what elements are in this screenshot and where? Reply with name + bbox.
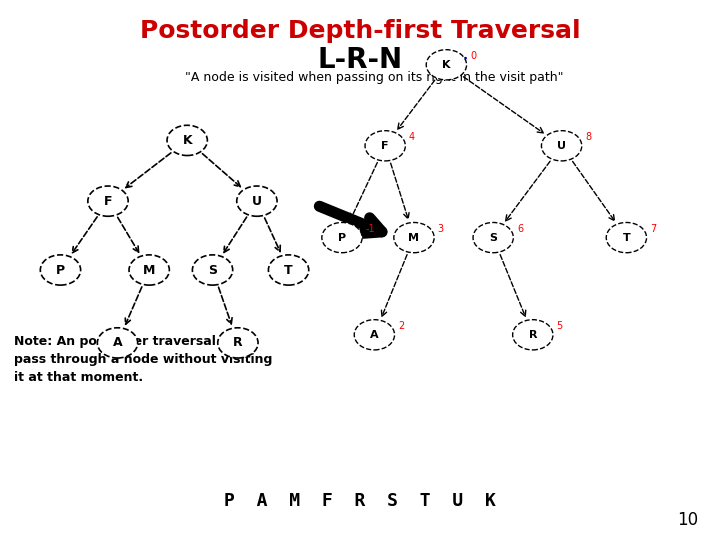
Text: M: M (143, 264, 156, 276)
Circle shape (394, 222, 434, 253)
Text: 7: 7 (650, 224, 657, 233)
Text: 3: 3 (438, 224, 444, 233)
Text: 2: 2 (398, 321, 405, 330)
Text: U: U (557, 141, 566, 151)
Text: F: F (104, 194, 112, 208)
Text: 0: 0 (470, 51, 477, 60)
Text: P  A  M  F  R  S  T  U  K: P A M F R S T U K (224, 492, 496, 510)
Text: T: T (623, 233, 630, 242)
Circle shape (129, 255, 169, 285)
Text: A: A (113, 336, 122, 349)
Circle shape (473, 222, 513, 253)
Text: Note: An postorder traversal can
pass through a node without visiting
it at that: Note: An postorder traversal can pass th… (14, 335, 273, 384)
Text: -1: -1 (366, 224, 375, 233)
Circle shape (354, 320, 395, 350)
Text: 4: 4 (409, 132, 415, 141)
Circle shape (513, 320, 553, 350)
Circle shape (269, 255, 309, 285)
Circle shape (88, 186, 128, 217)
Circle shape (192, 255, 233, 285)
Text: 10: 10 (678, 511, 698, 529)
Circle shape (426, 50, 467, 80)
Text: 6: 6 (517, 224, 523, 233)
Text: M: M (408, 233, 420, 242)
Text: F: F (382, 141, 389, 151)
Text: 8: 8 (585, 132, 592, 141)
Text: K: K (182, 134, 192, 147)
Text: S: S (208, 264, 217, 276)
Circle shape (167, 125, 207, 156)
Text: 5: 5 (557, 321, 563, 330)
Circle shape (365, 131, 405, 161)
Text: "A node is visited when passing on its right in the visit path": "A node is visited when passing on its r… (185, 71, 564, 84)
Text: R: R (233, 336, 243, 349)
Circle shape (40, 255, 81, 285)
Text: R: R (528, 330, 537, 340)
Text: P: P (338, 233, 346, 242)
Text: K: K (442, 60, 451, 70)
Circle shape (606, 222, 647, 253)
Circle shape (322, 222, 362, 253)
Circle shape (237, 186, 277, 217)
Text: A: A (370, 330, 379, 340)
Text: S: S (489, 233, 498, 242)
Text: P: P (56, 264, 65, 276)
Circle shape (541, 131, 582, 161)
Text: L-R-N: L-R-N (318, 46, 402, 74)
Text: T: T (284, 264, 293, 276)
Circle shape (217, 328, 258, 358)
Circle shape (97, 328, 138, 358)
Text: U: U (252, 194, 262, 208)
Text: Postorder Depth-first Traversal: Postorder Depth-first Traversal (140, 19, 580, 43)
